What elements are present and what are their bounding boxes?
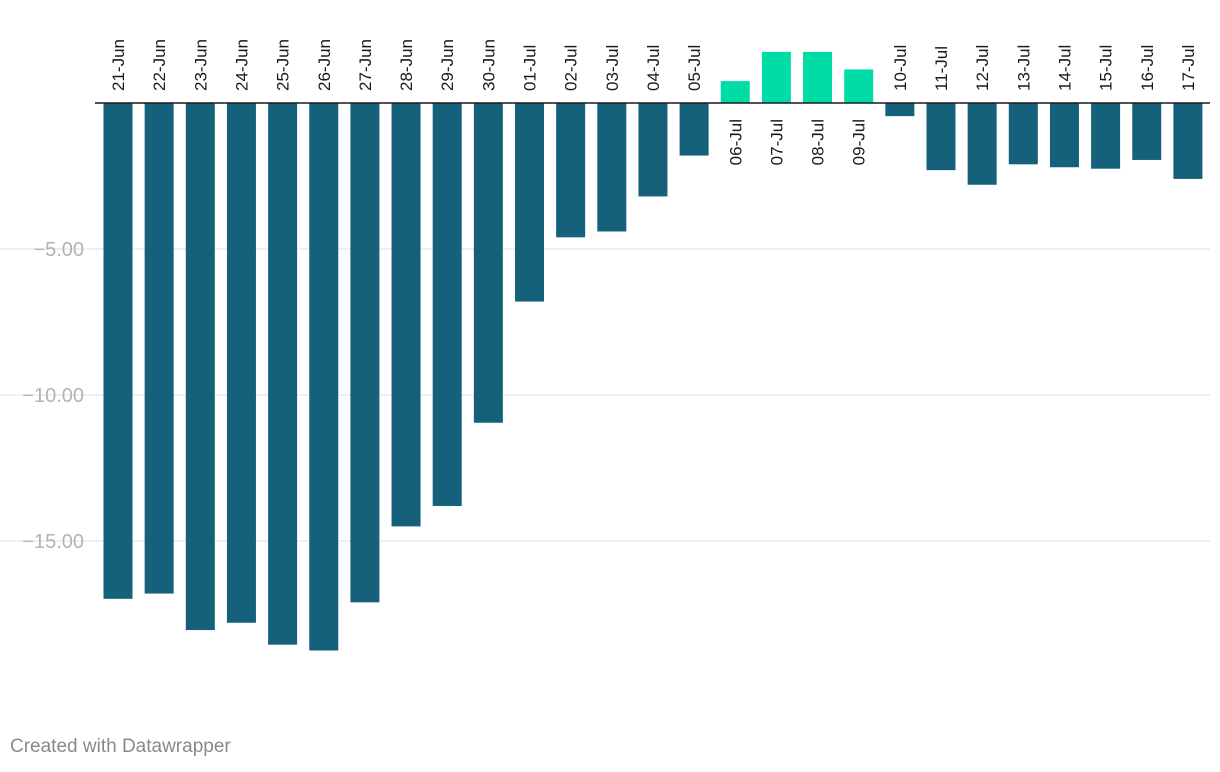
y-tick-label: −5.00 (33, 239, 84, 261)
bar-13-Jul (1008, 103, 1038, 165)
bar-07-Jul (761, 51, 791, 103)
bar-17-Jul (1173, 103, 1203, 179)
bar-04-Jul (638, 103, 668, 197)
category-label: 10-Jul (891, 45, 910, 91)
category-label: 11-Jul (932, 46, 951, 91)
category-label: 29-Jun (438, 39, 457, 91)
category-label: 25-Jun (274, 39, 293, 91)
category-label: 30-Jun (479, 39, 498, 91)
category-label: 01-Jul (521, 45, 540, 91)
category-label: 22-Jun (150, 39, 169, 91)
category-label: 13-Jul (1014, 45, 1033, 91)
bar-24-Jun (226, 103, 256, 623)
bar-11-Jul (926, 103, 956, 171)
category-label: 28-Jun (397, 39, 416, 91)
y-tick-label: −10.00 (22, 385, 84, 407)
category-label: 24-Jun (232, 39, 251, 91)
bar-03-Jul (597, 103, 627, 232)
bar-14-Jul (1049, 103, 1079, 168)
bar-23-Jun (185, 103, 215, 631)
category-label: 16-Jul (1138, 45, 1157, 91)
bar-29-Jun (432, 103, 462, 506)
bars (103, 51, 1203, 651)
bar-05-Jul (679, 103, 709, 156)
gridlines (0, 248, 1210, 542)
bar-01-Jul (515, 103, 544, 302)
category-label: 02-Jul (562, 45, 581, 91)
category-label: 07-Jul (767, 119, 786, 165)
bar-25-Jun (268, 103, 298, 645)
category-label: 03-Jul (603, 45, 622, 91)
bar-12-Jul (967, 103, 997, 185)
category-labels: 21-Jun 22-Jun 23-Jun 24-Jun 25-Jun 26-Jun 27-J… (109, 39, 1198, 165)
bar-02-Jul (556, 103, 586, 238)
category-label: 21-Jun (109, 39, 128, 91)
bar-06-Jul (720, 81, 750, 103)
bar-16-Jul (1132, 103, 1162, 160)
bar-28-Jun (391, 103, 421, 527)
bar-09-Jul (844, 69, 874, 103)
category-label: 08-Jul (809, 119, 828, 165)
bar-22-Jun (144, 103, 174, 594)
category-label: 09-Jul (850, 119, 869, 165)
bar-15-Jul (1091, 103, 1121, 169)
category-label: 27-Jun (356, 39, 375, 91)
category-label: 06-Jul (726, 119, 745, 165)
bar-27-Jun (350, 103, 380, 603)
y-axis-tick-labels: −5.00 −10.00 −15.00 (22, 239, 84, 553)
bar-10-Jul (885, 103, 915, 117)
category-label: 04-Jul (644, 45, 663, 91)
category-label: 26-Jun (315, 39, 334, 91)
bar-30-Jun (473, 103, 503, 423)
category-label: 14-Jul (1055, 45, 1074, 91)
category-label: 17-Jul (1179, 45, 1198, 91)
bar-26-Jun (309, 103, 339, 651)
bar-21-Jun (103, 103, 133, 599)
bar-08-Jul (803, 51, 833, 103)
category-label: 12-Jul (973, 45, 992, 91)
y-tick-label: −15.00 (22, 531, 84, 553)
category-label: 15-Jul (1097, 45, 1116, 91)
category-label: 23-Jun (191, 39, 210, 91)
datawrapper-credit: Created with Datawrapper (10, 736, 231, 757)
category-label: 05-Jul (685, 45, 704, 91)
